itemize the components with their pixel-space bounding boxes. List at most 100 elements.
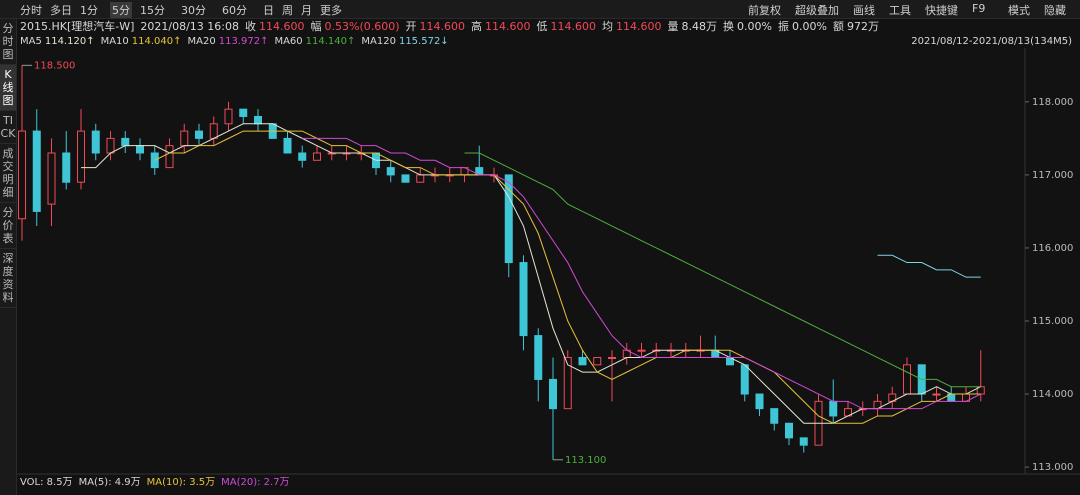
tool-button[interactable]: 画线 — [853, 4, 875, 17]
candle-body — [416, 174, 425, 183]
candle-body — [283, 137, 292, 154]
legend-value: 114.120↑ — [44, 36, 95, 47]
ma-line — [302, 137, 981, 410]
tool-button[interactable]: 工具 — [889, 4, 911, 17]
low-label: 113.100 — [565, 455, 606, 466]
period-tab[interactable]: 分时 — [20, 4, 42, 17]
volume-item: MA(5): 4.9万 — [78, 477, 141, 488]
candle-body — [18, 130, 26, 220]
legend-name: MA10 — [100, 36, 129, 47]
side-tab[interactable]: K线图 — [0, 65, 16, 111]
quote-label: 低 — [536, 20, 548, 33]
legend-name: MA5 — [20, 36, 42, 47]
quote-label: 高 — [471, 20, 483, 33]
quote-label: 幅 — [310, 20, 322, 33]
period-tab[interactable]: 月 — [301, 4, 312, 17]
period-tab[interactable]: 更多 — [320, 4, 342, 17]
range-label: 2021/08/12-2021/08/13(134M5) — [911, 36, 1072, 47]
period-tab[interactable]: 30分 — [181, 4, 206, 17]
candle-body — [106, 137, 115, 154]
quote-label: 换 — [723, 20, 735, 33]
candle-body — [563, 357, 572, 410]
side-tab[interactable]: 分价表 — [0, 203, 16, 249]
quote-label: 均 — [602, 20, 614, 33]
candle-body — [121, 137, 130, 147]
tool-button[interactable]: 模式 — [1008, 4, 1030, 17]
ma-line — [464, 152, 981, 388]
candle-body — [608, 357, 616, 360]
candle-body — [593, 357, 602, 366]
candle-body — [180, 130, 189, 147]
quote-value: 114.600 — [485, 20, 531, 33]
candle-body — [195, 130, 203, 139]
candle-body — [165, 145, 174, 169]
candle-body — [829, 400, 838, 417]
y-tick-label: 115.000 — [1032, 316, 1073, 327]
period-tab[interactable]: 60分 — [222, 4, 247, 17]
candle-body — [578, 357, 587, 366]
ma-line — [877, 254, 981, 278]
legend-value: 113.972↑ — [218, 36, 269, 47]
quote-value: 114.600 — [616, 20, 662, 33]
candle-body — [799, 437, 808, 446]
period-tab[interactable]: 多日 — [50, 4, 72, 17]
volume-item: MA(20): 2.7万 — [221, 477, 290, 488]
candle-body — [386, 167, 395, 176]
y-tick-label: 113.000 — [1032, 462, 1073, 473]
candle-body — [519, 262, 528, 337]
candle-body — [770, 408, 779, 424]
quote-value: 114.600 — [419, 20, 466, 33]
tool-button[interactable]: 快捷键 — [925, 4, 958, 17]
toolbar: 分时 多日 1分 5分 15分 30分 60分 日周月更多 隐藏 模式 F9 快捷键 工具 画线 超级叠加 前… — [0, 0, 1080, 19]
candle-body — [47, 152, 56, 205]
high-label: 118.500 — [34, 60, 75, 71]
y-tick-label: 118.000 — [1032, 97, 1073, 108]
legend-name: MA60 — [274, 36, 303, 47]
candle-body — [549, 378, 557, 410]
candle-body — [740, 364, 749, 395]
period-tab[interactable]: 1分 — [80, 4, 98, 17]
quote-value: 114.600 — [259, 20, 305, 33]
y-tick-label: 117.000 — [1032, 170, 1073, 181]
quote-label: 量 — [667, 20, 679, 33]
quote-value: 0.00% — [737, 20, 772, 33]
quote-value: 972万 — [846, 20, 879, 33]
quote-value: 0.53%(0.600) — [324, 20, 400, 33]
candle-body — [932, 393, 941, 396]
y-tick-label: 114.000 — [1032, 389, 1073, 400]
side-tab[interactable]: 分时图 — [0, 19, 16, 65]
tool-button[interactable]: 隐藏 — [1044, 4, 1066, 17]
ma-legend: MA5 114.120↑ MA10 114.040↑ MA20 113.972↑ MA60 1… — [20, 35, 455, 49]
tool-button[interactable]: 超级叠加 — [795, 4, 839, 17]
symbol: 2015.HK[理想汽车-W] — [20, 20, 135, 33]
legend-value: 115.572↓ — [398, 36, 449, 47]
y-tick-label: 116.000 — [1032, 243, 1073, 254]
period-tab[interactable]: 周 — [282, 4, 293, 17]
quote-label: 振 — [778, 20, 789, 33]
candle-body — [209, 123, 218, 139]
period-tab[interactable]: 5分 — [110, 2, 132, 18]
ma-line — [154, 130, 981, 424]
volume-item: VOL: 8.5万 — [20, 477, 73, 488]
quote-label: 额 — [832, 20, 844, 33]
quote-time: 2021/08/13 16:08 — [140, 20, 240, 33]
period-tab[interactable]: 15分 — [140, 4, 165, 17]
legend-name: MA20 — [187, 36, 216, 47]
ma-line — [81, 123, 981, 424]
side-tab[interactable]: 深度资料 — [0, 249, 16, 308]
candle-body — [534, 335, 543, 380]
candle-body — [77, 130, 85, 183]
legend-value: 114.140↑ — [305, 36, 356, 47]
side-tab[interactable]: 成交明细 — [0, 144, 16, 203]
tool-button[interactable]: 前复权 — [748, 4, 781, 17]
side-tab[interactable]: TICK — [0, 111, 16, 144]
candle-body — [504, 174, 513, 264]
quote-value: 0.00% — [792, 20, 827, 33]
candle-body — [136, 145, 144, 154]
candle-body — [32, 130, 41, 212]
tool-button[interactable]: F9 — [972, 2, 986, 15]
candle-body — [62, 152, 71, 183]
period-tab[interactable]: 日 — [263, 4, 274, 17]
legend-value: 114.040↑ — [131, 36, 182, 47]
